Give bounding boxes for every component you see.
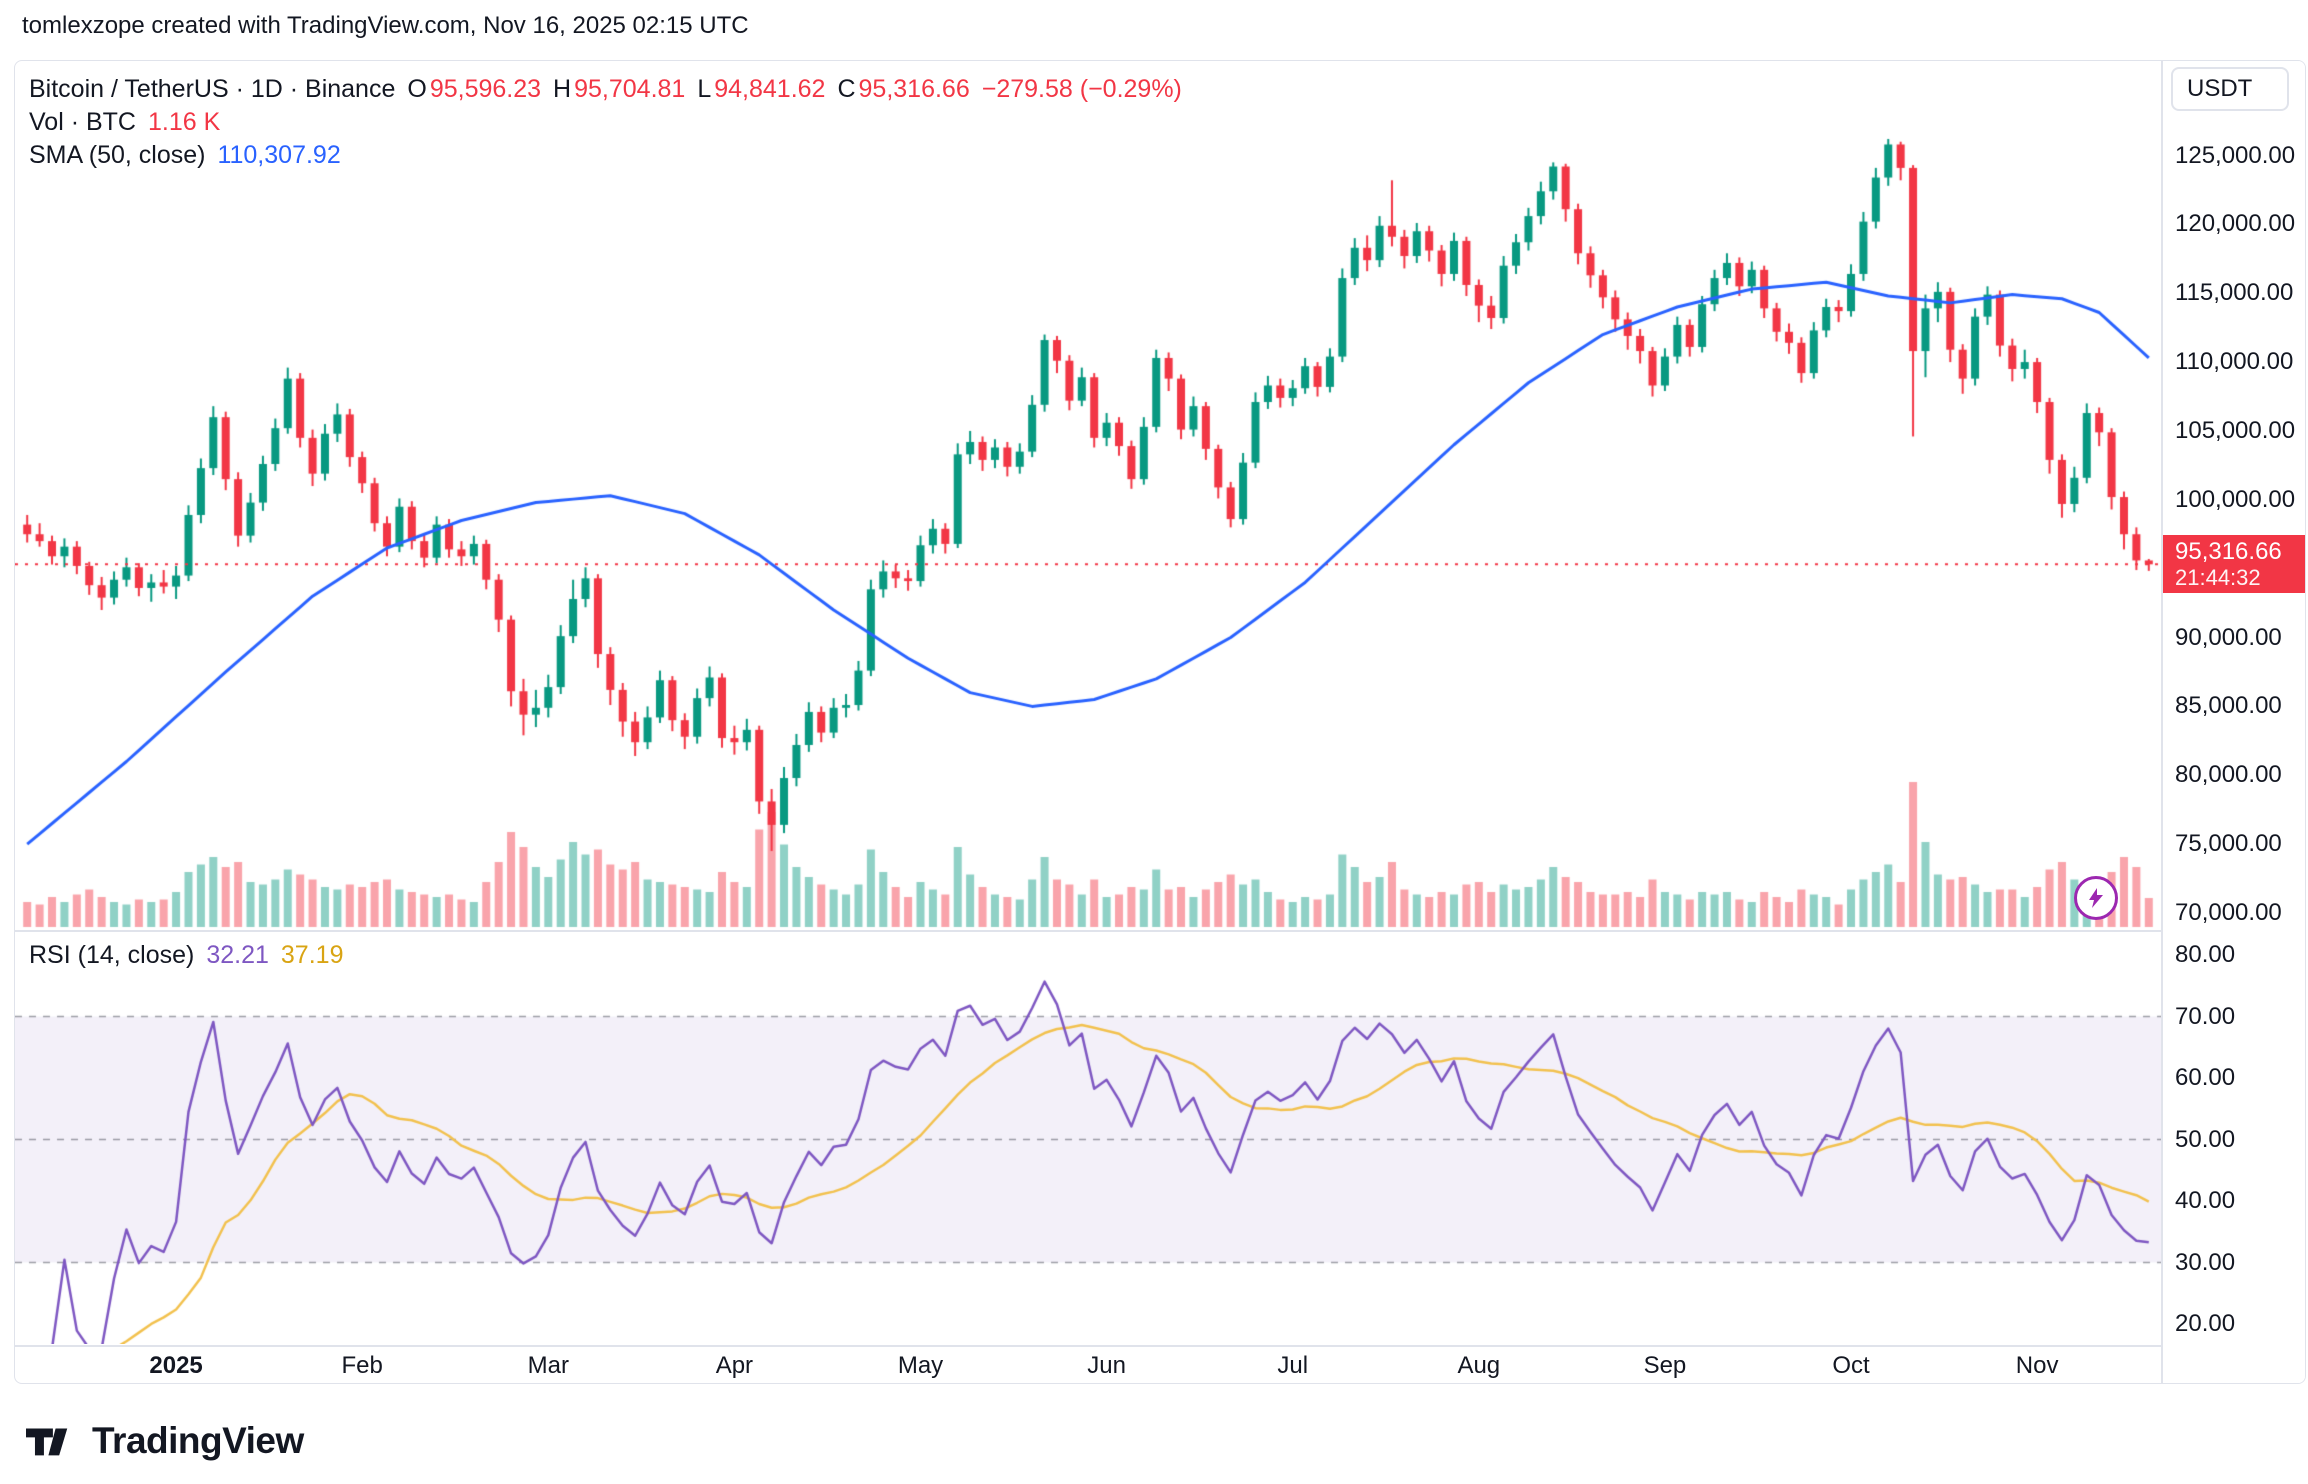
time-axis-label: May: [897, 1352, 944, 1379]
time-axis-label: Oct: [1832, 1352, 1870, 1379]
symbol-legend-row[interactable]: Bitcoin / TetherUS · 1D · Binance O 95,596…: [29, 73, 1182, 106]
time-axis-label: Apr: [715, 1352, 754, 1379]
time-axis-label: Aug: [1457, 1352, 1501, 1379]
price-tick: 80,000.00: [2175, 761, 2282, 789]
last-price-badge: 95,316.66 21:44:32: [2163, 535, 2305, 594]
volume-value: 1.16 K: [147, 108, 221, 136]
rsi-tick: 80.00: [2175, 941, 2236, 968]
time-axis-label: Sep: [1643, 1352, 1687, 1379]
rsi-ma-value: 37.19: [280, 941, 344, 969]
rsi-legend-row[interactable]: RSI (14, close) 32.21 37.19: [29, 939, 343, 972]
ohlc-close-value: 95,316.66: [858, 75, 970, 103]
time-axis-label: Nov: [2015, 1352, 2059, 1379]
time-axis-label: Feb: [341, 1352, 383, 1379]
rsi-tick: 20.00: [2175, 1310, 2236, 1337]
price-tick: 115,000.00: [2175, 279, 2294, 307]
price-tick: 90,000.00: [2175, 623, 2282, 651]
currency-text: USDT: [2187, 75, 2253, 102]
currency-label[interactable]: USDT: [2171, 67, 2289, 111]
symbol-title: Bitcoin / TetherUS · 1D · Binance: [29, 75, 396, 103]
time-axis-label: Mar: [527, 1352, 569, 1379]
rsi-value: 32.21: [206, 941, 269, 969]
ohlc-open-value: 95,596.23: [429, 75, 542, 103]
price-tick: 100,000.00: [2175, 485, 2296, 513]
price-tick: 125,000.00: [2175, 141, 2296, 169]
rsi-tick: 60.00: [2175, 1064, 2236, 1091]
ohlc-change: −279.58 (−0.29%): [981, 75, 1182, 103]
price-tick: 105,000.00: [2175, 416, 2296, 444]
sma-legend-row[interactable]: SMA (50, close) 110,307.92: [29, 139, 1182, 172]
time-axis-label: Jul: [1277, 1352, 1309, 1379]
price-chart-canvas[interactable]: [15, 61, 2161, 1344]
tradingview-logo-icon: [26, 1428, 68, 1456]
ohlc-low-label: L: [697, 75, 712, 103]
price-tick: 110,000.00: [2175, 348, 2294, 376]
ohlc-open-label: O: [407, 75, 427, 103]
volume-label: Vol · BTC: [29, 108, 136, 136]
tradingview-wordmark: TradingView: [92, 1420, 304, 1461]
ohlc-high-value: 95,704.81: [574, 75, 686, 103]
ohlc-close-label: C: [837, 75, 856, 103]
price-tick: 85,000.00: [2175, 692, 2282, 720]
chart-legend: Bitcoin / TetherUS · 1D · Binance O 95,596…: [29, 73, 1182, 172]
flash-button[interactable]: [2074, 876, 2118, 920]
price-axis[interactable]: USDT 95,316.66 21:44:32 125,000.00 120,00…: [2161, 61, 2305, 1383]
time-axis-label: 2025: [149, 1352, 203, 1379]
time-axis-label: Jun: [1087, 1352, 1126, 1379]
lightning-icon: [2089, 888, 2103, 908]
rsi-tick: 70.00: [2175, 1002, 2236, 1030]
time-axis-divider: [15, 1345, 2305, 1347]
ohlc-low-value: 94,841.62: [714, 75, 826, 103]
time-axis[interactable]: 2025 Feb Mar Apr May Jun Jul Aug Sep Oct Nov: [15, 1349, 2161, 1383]
pane-divider[interactable]: [15, 930, 2305, 932]
price-tick: 120,000.00: [2175, 210, 2296, 238]
sma-value: 110,307.92: [217, 141, 341, 169]
tradingview-logo[interactable]: TradingView: [26, 1420, 304, 1462]
bar-countdown: 21:44:32: [2175, 565, 2261, 591]
chart-panel: Bitcoin / TetherUS · 1D · Binance O 95,596…: [14, 60, 2306, 1384]
ohlc-high-label: H: [553, 75, 572, 103]
rsi-tick: 30.00: [2175, 1248, 2236, 1276]
last-price: 95,316.66: [2175, 538, 2282, 566]
rsi-tick: 50.00: [2175, 1125, 2236, 1153]
rsi-label: RSI (14, close): [29, 941, 195, 969]
footer: TradingView: [26, 1412, 304, 1470]
price-tick: 70,000.00: [2175, 899, 2282, 926]
volume-legend-row[interactable]: Vol · BTC 1.16 K: [29, 106, 1182, 139]
attribution-text: tomlexzope created with TradingView.com,…: [22, 12, 749, 39]
sma-label: SMA (50, close): [29, 141, 206, 169]
rsi-tick: 40.00: [2175, 1187, 2236, 1214]
price-tick: 75,000.00: [2175, 830, 2282, 858]
